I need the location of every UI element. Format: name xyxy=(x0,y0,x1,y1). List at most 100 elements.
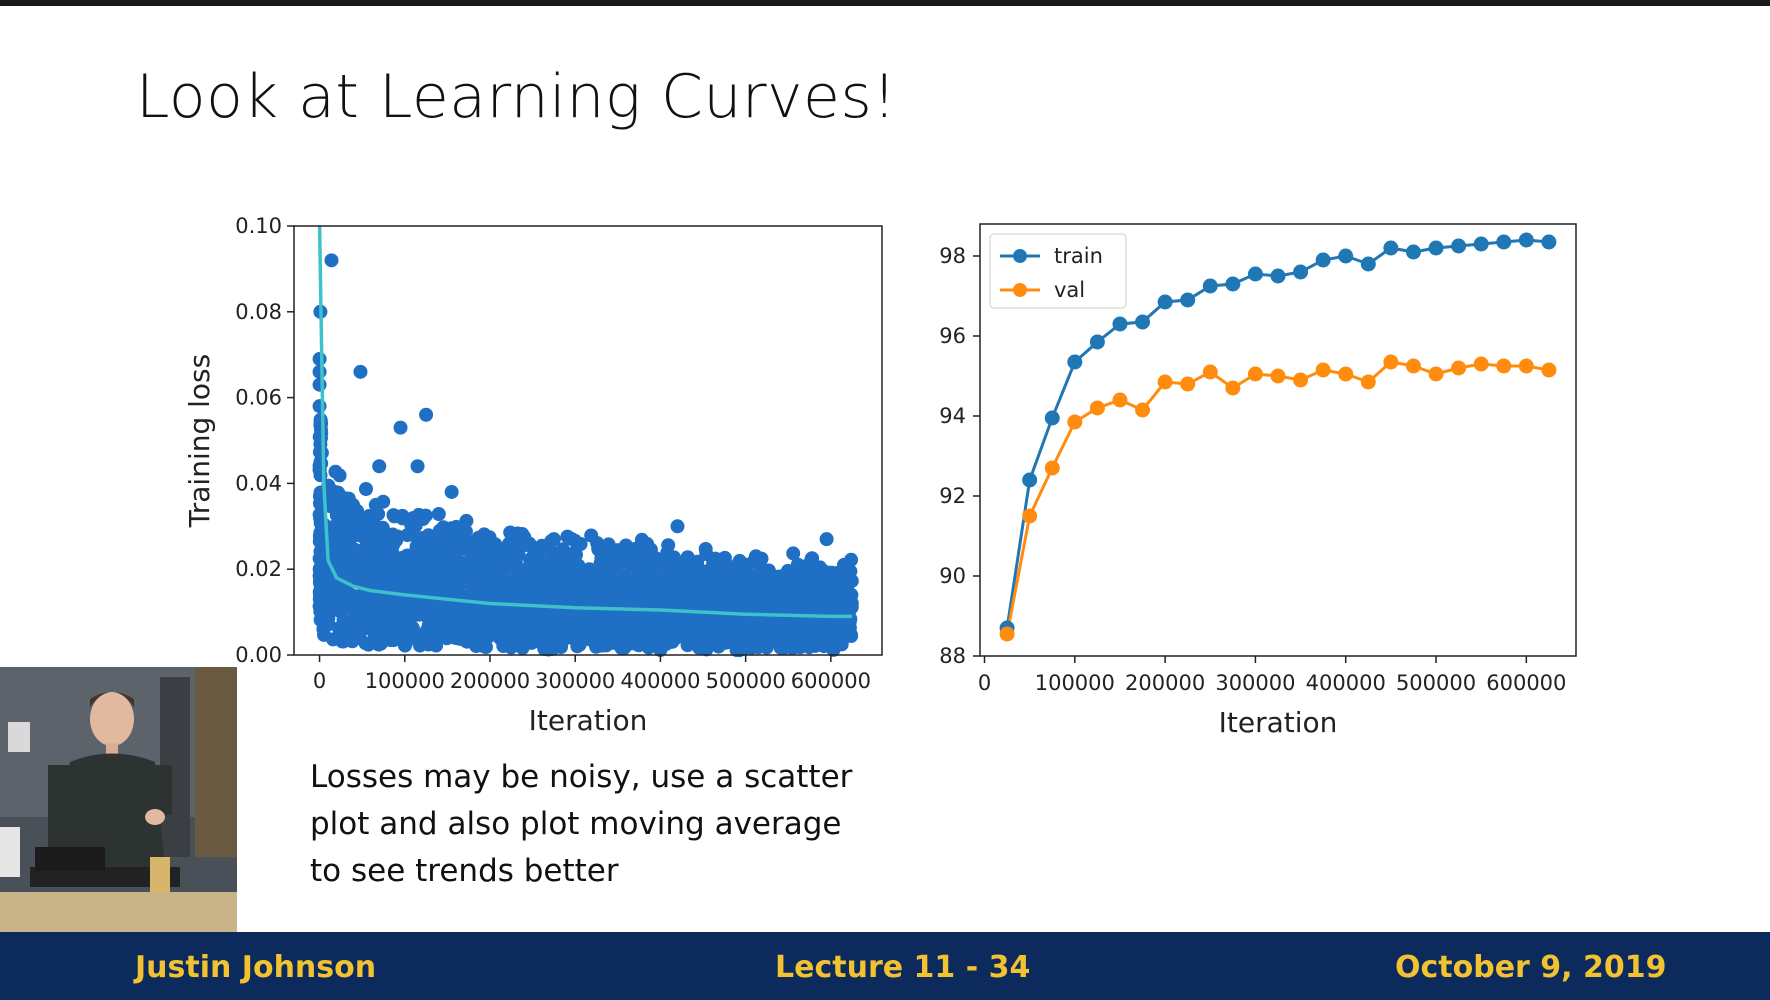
footer-date: October 9, 2019 xyxy=(1395,950,1667,985)
loss-scatter-point xyxy=(800,558,815,573)
loss-scatter-point xyxy=(496,581,511,596)
loss-scatter-point xyxy=(680,618,695,633)
point-train xyxy=(1067,354,1083,370)
point-val xyxy=(1202,364,1218,380)
loss-scatter-point xyxy=(455,627,470,642)
loss-scatter-point xyxy=(348,605,363,620)
loss-scatter-point xyxy=(345,542,360,556)
loss-scatter-point xyxy=(328,464,343,479)
loss-plot-frame xyxy=(293,225,883,656)
point-val xyxy=(1180,376,1196,392)
loss-outlier-point xyxy=(312,399,327,414)
point-train xyxy=(1338,248,1354,264)
loss-scatter-point xyxy=(560,615,575,630)
point-train xyxy=(1473,236,1489,252)
loss-scatter-point xyxy=(572,637,587,652)
loss-scatter-point xyxy=(398,638,412,653)
loss-scatter-point xyxy=(676,596,691,611)
y-tick-label: 88 xyxy=(939,644,966,668)
x-tick-label: 400000 xyxy=(1306,671,1386,695)
loss-scatter-point xyxy=(589,639,604,654)
loss-scatter-point xyxy=(341,503,356,518)
loss-scatter-point xyxy=(743,575,758,590)
loss-scatter-point xyxy=(399,596,414,611)
point-train xyxy=(1202,278,1218,294)
y-tick-label: 96 xyxy=(939,324,966,348)
x-tick-label: 600000 xyxy=(791,669,871,693)
legend-train-label: train xyxy=(1054,244,1103,268)
loss-scatter-point xyxy=(313,454,328,469)
y-tick-label: 0.08 xyxy=(235,300,282,324)
loss-scatter-point xyxy=(773,601,788,616)
loss-scatter-point xyxy=(712,567,727,582)
point-train xyxy=(1089,334,1105,350)
loss-outlier-point xyxy=(393,420,408,435)
point-train xyxy=(1270,268,1286,284)
loss-scatter-point xyxy=(811,594,826,609)
loss-scatter-point xyxy=(830,565,845,580)
point-val xyxy=(1473,356,1489,372)
loss-scatter-point xyxy=(618,545,633,560)
presenter-image xyxy=(0,667,237,932)
loss-outlier-point xyxy=(546,532,561,547)
loss-scatter-point xyxy=(614,641,629,656)
loss-scatter-point xyxy=(759,621,774,636)
loss-y-ticks: 0.00 0.02 0.04 0.06 0.08 0.10 xyxy=(235,214,294,667)
loss-scatter-point xyxy=(726,629,741,644)
footer-lecture: Lecture 11 - 34 xyxy=(775,950,1031,985)
training-loss-chart: 0 100000 200000 300000 400000 500000 600000 0.… xyxy=(183,214,883,737)
loss-scatter-point xyxy=(653,554,667,569)
point-train xyxy=(1247,266,1263,282)
x-tick-label: 500000 xyxy=(1396,671,1476,695)
loss-scatter-point xyxy=(429,638,444,653)
point-train xyxy=(1405,244,1421,260)
loss-scatter-point xyxy=(602,542,617,557)
point-train xyxy=(1428,240,1444,256)
loss-scatter-point xyxy=(823,582,838,597)
loss-scatter-point xyxy=(506,618,521,633)
loss-scatter-point xyxy=(466,626,481,641)
loss-scatter-point xyxy=(418,508,433,523)
caption-line: plot and also plot moving average xyxy=(310,806,842,842)
loss-outlier-point xyxy=(444,484,459,499)
loss-scatter-point xyxy=(820,618,835,633)
loss-scatter-point xyxy=(422,581,437,595)
loss-scatter-cloud xyxy=(312,412,859,658)
y-tick-label: 0.06 xyxy=(235,386,282,410)
loss-scatter-point xyxy=(372,592,387,607)
accuracy-x-ticks: 0 100000 200000 300000 400000 500000 600000 xyxy=(978,656,1566,695)
caption-line: to see trends better xyxy=(310,853,619,889)
loss-scatter-point xyxy=(405,621,420,636)
loss-scatter-point xyxy=(780,563,795,578)
loss-scatter-point xyxy=(713,552,728,567)
y-tick-label: 98 xyxy=(939,244,966,268)
point-val xyxy=(1518,358,1534,374)
loss-scatter-point xyxy=(486,573,501,588)
point-train xyxy=(1383,240,1399,256)
point-val xyxy=(1383,354,1399,370)
x-tick-label: 600000 xyxy=(1486,671,1566,695)
loss-scatter-point xyxy=(704,612,719,627)
loss-scatter-point xyxy=(665,634,680,649)
loss-x-ticks: 0 100000 200000 300000 400000 500000 600000 xyxy=(313,655,871,693)
loss-scatter-point xyxy=(525,592,540,606)
loss-scatter-point xyxy=(690,554,705,569)
slide-footer: Justin Johnson Lecture 11 - 34 October 9… xyxy=(0,932,1770,1000)
point-val xyxy=(1067,414,1083,430)
point-val xyxy=(1293,372,1309,388)
loss-scatter-point xyxy=(445,545,460,560)
point-train xyxy=(1135,314,1151,330)
accuracy-points xyxy=(999,232,1557,642)
loss-scatter-point xyxy=(351,589,366,604)
loss-scatter-point xyxy=(523,607,538,622)
loss-scatter-point xyxy=(631,541,646,556)
loss-scatter-point xyxy=(312,551,327,566)
loss-scatter-outliers xyxy=(312,253,834,547)
loss-scatter-point xyxy=(826,602,841,617)
point-val xyxy=(1247,366,1263,382)
point-val xyxy=(1496,358,1512,374)
loss-scatter-point xyxy=(416,601,431,616)
loss-outlier-point xyxy=(312,351,327,366)
loss-scatter-point xyxy=(593,588,608,603)
loss-scatter-point xyxy=(503,635,518,650)
